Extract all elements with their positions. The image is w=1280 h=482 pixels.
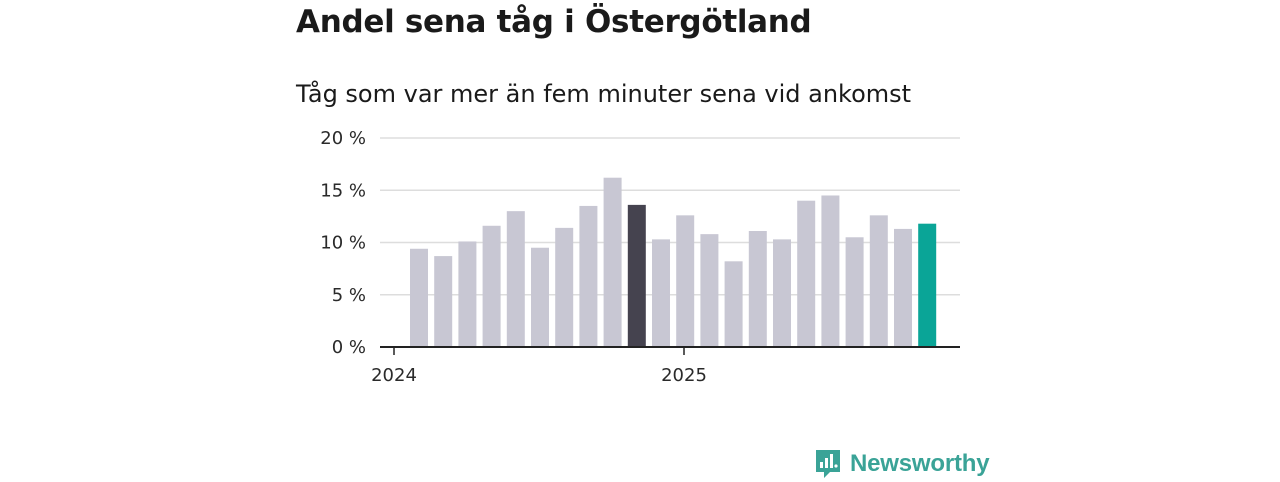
y-axis-labels: 0 % 5 % 10 % 15 % 20 % bbox=[320, 128, 366, 358]
bars bbox=[410, 177, 937, 347]
bar-2025-01 bbox=[700, 234, 719, 347]
bar-2024-06 bbox=[531, 247, 549, 347]
bar-2024-09 bbox=[603, 177, 622, 347]
bar-2024-03 bbox=[458, 241, 477, 347]
y-tick-label: 20 % bbox=[320, 128, 366, 149]
x-tick-label: 2024 bbox=[371, 365, 417, 386]
bar-2024-10 bbox=[627, 204, 646, 347]
newsworthy-logo: Newsworthy bbox=[814, 446, 990, 482]
bar-2025-06 bbox=[821, 195, 840, 347]
bar-2025-08 bbox=[869, 215, 888, 347]
bar-2025-04 bbox=[773, 239, 791, 347]
bar-2024-12 bbox=[676, 215, 695, 347]
y-tick-label: 10 % bbox=[320, 233, 366, 254]
y-tick-label: 15 % bbox=[320, 180, 366, 201]
bar-2024-01 bbox=[410, 248, 428, 347]
chart-subtitle: Tåg som var mer än fem minuter sena vid … bbox=[296, 80, 912, 108]
bar-2025-03 bbox=[748, 231, 767, 347]
bar-2025-09 bbox=[894, 228, 912, 347]
bar-2024-05 bbox=[506, 211, 525, 347]
newsworthy-logo-icon bbox=[816, 450, 840, 478]
bar-2025-02 bbox=[724, 261, 743, 347]
x-tick-label: 2025 bbox=[661, 365, 707, 386]
bar-2024-07 bbox=[555, 227, 574, 347]
bar-2024-11 bbox=[652, 239, 670, 347]
y-tick-label: 0 % bbox=[332, 337, 366, 358]
bar-2025-10 bbox=[918, 223, 937, 347]
bar-2024-02 bbox=[434, 256, 453, 347]
chart-title: Andel sena tåg i Östergötland bbox=[296, 4, 812, 40]
bar-2025-07 bbox=[845, 237, 864, 347]
x-axis-labels: 2024 2025 bbox=[371, 365, 707, 386]
bar-2024-08 bbox=[579, 205, 598, 347]
y-tick-label: 5 % bbox=[332, 285, 366, 306]
bar-2025-05 bbox=[797, 200, 816, 347]
x-axis bbox=[380, 346, 960, 355]
brand-name: Newsworthy bbox=[850, 450, 990, 477]
bar-2024-04 bbox=[482, 225, 501, 347]
